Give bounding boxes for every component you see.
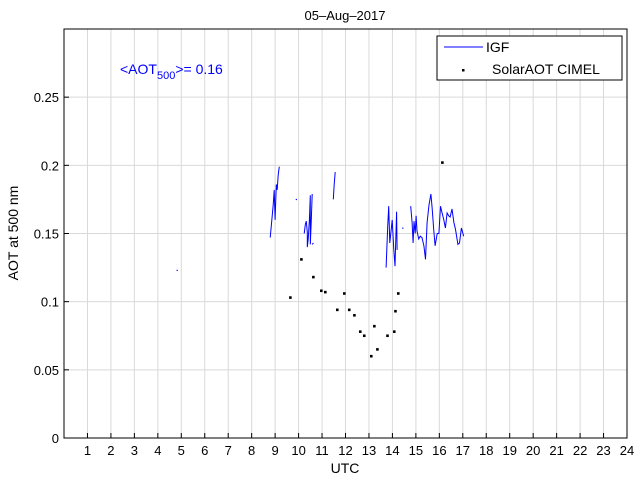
y-tick-label: 0 [52, 431, 59, 446]
x-tick-label: 10 [291, 443, 305, 458]
cimel-point [347, 308, 351, 312]
igf-point [176, 269, 178, 272]
data-series [176, 161, 465, 358]
x-tick-label: 20 [526, 443, 540, 458]
cimel-point [441, 161, 444, 164]
y-tick-label: 0.15 [34, 227, 59, 242]
cimel-point [289, 296, 292, 299]
cimel-point [343, 292, 346, 295]
cimel-point [335, 308, 339, 312]
legend-cimel-label: SolarAOT CIMEL [492, 61, 600, 77]
igf-line-segment [303, 193, 313, 248]
axis-ticks: 1 2 3 4 5 6 7 8 9 10 11 12 13 14 15 16 17 18 19 20 21 22 23 240… [34, 90, 635, 458]
x-tick-label: 1 [84, 443, 91, 458]
x-tick-label: 21 [549, 443, 563, 458]
annotation-subscript: 500 [157, 70, 175, 82]
x-tick-label: 8 [248, 443, 255, 458]
cimel-point [324, 290, 327, 294]
chart-title: 05–Aug–2017 [305, 8, 386, 23]
grid [64, 29, 628, 439]
y-tick-label: 0.1 [41, 295, 59, 310]
cimel-point [358, 330, 362, 333]
igf-line-segment [385, 206, 398, 268]
cimel-point [362, 334, 366, 338]
igf-line-segment [269, 166, 280, 238]
cimel-point [353, 314, 356, 317]
x-tick-label: 14 [385, 443, 399, 458]
x-tick-label: 7 [225, 443, 232, 458]
annotation-prefix: <AOT [120, 61, 157, 77]
y-tick-label: 0.25 [34, 90, 59, 105]
legend-box [436, 35, 623, 81]
x-tick-label: 11 [315, 443, 329, 458]
x-tick-label: 12 [338, 443, 352, 458]
cimel-point [386, 334, 389, 338]
igf-line-segment [410, 193, 465, 260]
y-tick-label: 0.05 [34, 363, 59, 378]
igf-point [402, 227, 404, 229]
cimel-point [373, 324, 376, 328]
x-tick-label: 17 [456, 443, 470, 458]
cimel-point [370, 354, 373, 358]
igf-line-segment [332, 172, 336, 200]
x-tick-label: 13 [362, 443, 376, 458]
annotation-suffix: >= 0.16 [175, 61, 223, 77]
x-tick-label: 3 [131, 443, 138, 458]
x-tick-label: 18 [479, 443, 493, 458]
igf-line-segment [311, 242, 314, 245]
cimel-point [320, 289, 323, 293]
cimel-point [300, 258, 303, 261]
x-tick-label: 23 [596, 443, 610, 458]
cimel-point [312, 275, 315, 279]
y-tick-label: 0.2 [41, 158, 59, 173]
igf-point [295, 198, 297, 201]
x-tick-label: 5 [178, 443, 185, 458]
x-tick-label: 24 [620, 443, 634, 458]
cimel-point [394, 309, 397, 313]
x-tick-label: 6 [201, 443, 208, 458]
cimel-point [376, 348, 379, 351]
cimel-point [392, 330, 396, 333]
legend-cimel-marker [462, 69, 465, 72]
x-axis-label: UTC [331, 460, 360, 476]
x-tick-label: 22 [573, 443, 587, 458]
x-tick-label: 19 [502, 443, 516, 458]
x-tick-label: 9 [272, 443, 279, 458]
legend-igf-label: IGF [486, 39, 509, 55]
x-tick-label: 4 [154, 443, 161, 458]
cimel-point [396, 292, 400, 295]
x-tick-label: 2 [107, 443, 114, 458]
legend: IGF SolarAOT CIMEL [436, 35, 623, 81]
x-tick-label: 15 [409, 443, 423, 458]
x-tick-label: 16 [432, 443, 446, 458]
mean-aot-annotation: <AOT500>= 0.16 [120, 61, 223, 82]
y-axis-label: AOT at 500 nm [5, 186, 21, 281]
